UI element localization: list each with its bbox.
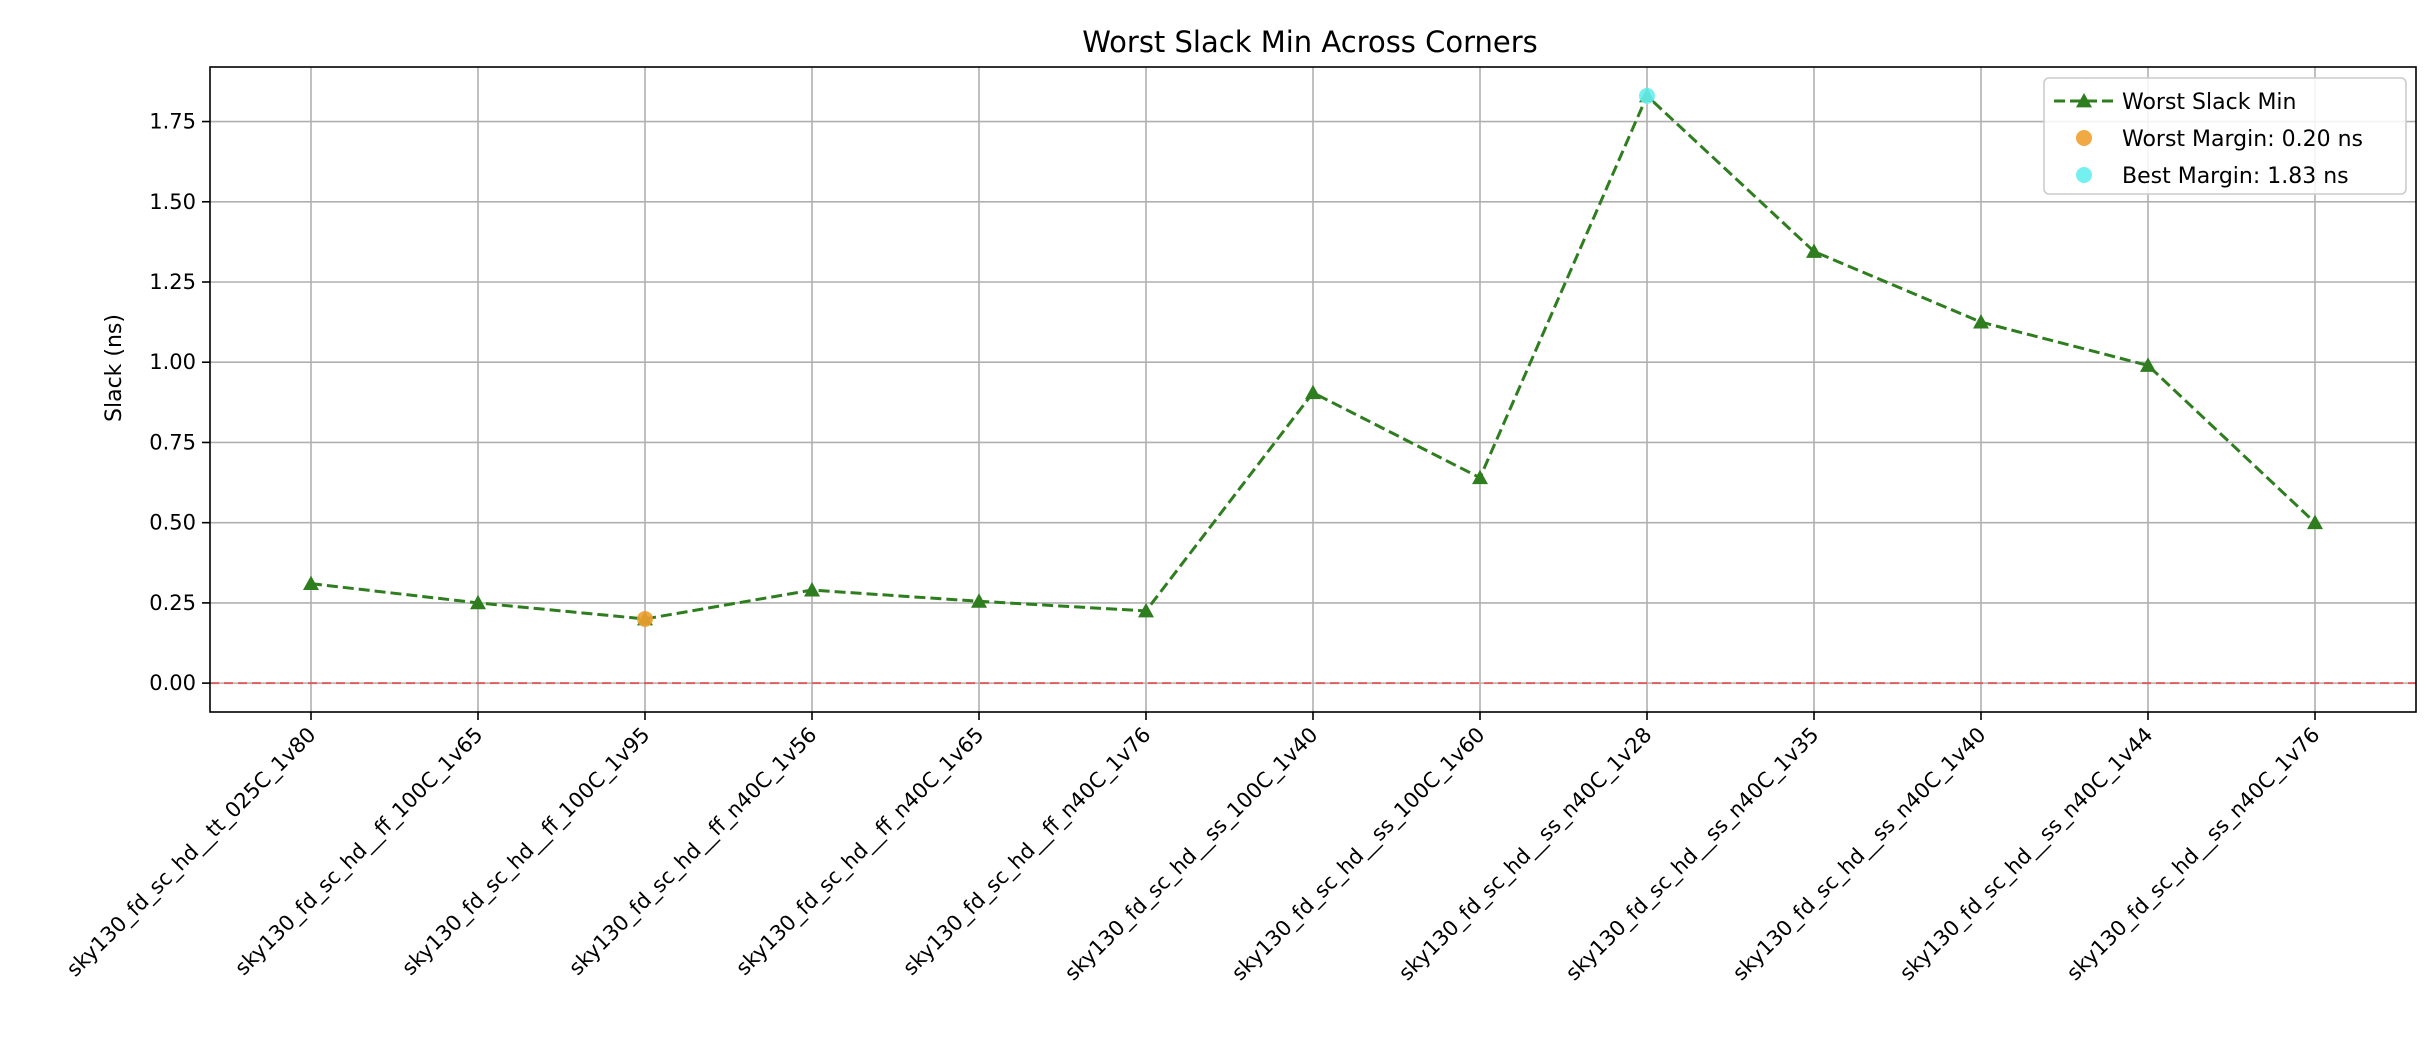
highlight-point <box>637 610 653 627</box>
legend-label: Worst Margin: 0.20 ns <box>2122 127 2363 152</box>
legend-marker-swatch <box>2076 93 2092 108</box>
y-ticks: 0.00 0.25 0.50 0.75 1.00 1.25 1.50 1.75 <box>149 110 210 695</box>
legend-label: Best Margin: 1.83 ns <box>2122 164 2349 189</box>
y-tick-label: 0.00 <box>149 671 196 695</box>
chart-title: Worst Slack Min Across Corners <box>1082 25 1538 59</box>
data-point <box>971 593 987 608</box>
data-point <box>2307 514 2323 530</box>
data-point <box>1806 243 1822 258</box>
data-point <box>1973 314 1989 329</box>
y-tick-label: 0.75 <box>149 430 196 454</box>
legend-point-swatch <box>2076 130 2092 146</box>
data-point <box>1305 384 1321 400</box>
data-point <box>2140 357 2156 372</box>
y-tick-label: 0.50 <box>149 511 196 535</box>
y-tick-label: 1.75 <box>149 110 196 134</box>
y-tick-label: 0.25 <box>149 591 196 615</box>
y-tick-label: 1.50 <box>149 190 196 214</box>
highlight-group <box>637 87 1655 627</box>
y-axis-label: Slack (ns) <box>102 314 127 422</box>
data-point <box>1138 602 1154 618</box>
legend: Worst Slack Min Worst Margin: 0.20 ns Best… <box>2043 77 2407 195</box>
data-point <box>303 575 319 591</box>
legend-point-swatch <box>2076 167 2092 183</box>
y-tick-label: 1.25 <box>149 270 196 294</box>
y-tick-label: 1.00 <box>149 350 196 374</box>
data-point <box>1472 469 1488 485</box>
data-point <box>470 594 486 610</box>
legend-box <box>2043 77 2407 195</box>
highlight-point <box>1639 87 1655 104</box>
legend-label: Worst Slack Min <box>2122 90 2296 115</box>
data-point <box>804 582 820 597</box>
